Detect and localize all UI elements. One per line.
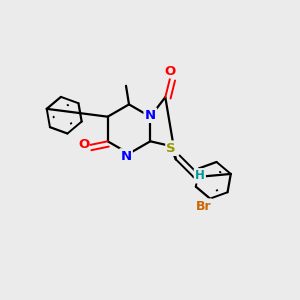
Text: S: S <box>167 142 176 155</box>
Text: O: O <box>164 65 176 78</box>
Text: N: N <box>120 149 132 163</box>
Text: N: N <box>145 109 156 122</box>
Text: H: H <box>195 169 205 182</box>
Text: Br: Br <box>196 200 211 213</box>
Text: O: O <box>79 138 90 152</box>
